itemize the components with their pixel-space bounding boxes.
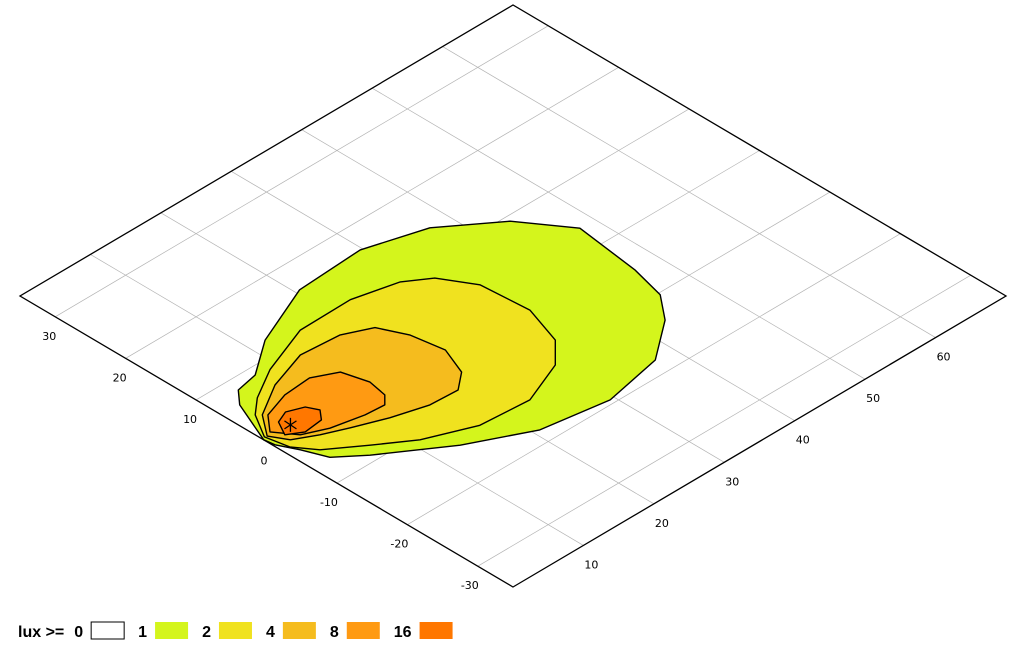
y-tick-label: -20 <box>390 538 408 551</box>
marker-stroke <box>284 420 297 430</box>
legend-swatch <box>346 622 380 639</box>
source-marker <box>284 417 297 432</box>
legend-label: 8 <box>330 624 339 641</box>
legend-swatch <box>218 622 252 639</box>
legend-swatch <box>419 622 453 639</box>
y-tick-label: 10 <box>183 413 197 426</box>
grid-line <box>55 25 549 318</box>
contour-region <box>277 406 323 436</box>
grid-line <box>477 274 971 567</box>
legend-label: 16 <box>394 624 412 641</box>
plot-border <box>18 4 1008 588</box>
y-tick-label: -30 <box>461 579 479 592</box>
x-tick-label: 10 <box>584 558 598 571</box>
y-tick-label: 0 <box>261 455 268 468</box>
x-tick-label: 50 <box>866 392 880 405</box>
legend-swatch <box>155 622 189 639</box>
x-tick-label: 40 <box>796 434 810 447</box>
legend-swatch <box>90 621 125 640</box>
y-tick-label: -10 <box>320 496 338 509</box>
legend-label: 1 <box>138 624 147 641</box>
x-tick-label: 20 <box>655 517 669 530</box>
x-tick-label: 60 <box>937 351 951 364</box>
legend-label: 2 <box>202 624 211 641</box>
y-tick-label: 20 <box>113 371 127 384</box>
legend-title: lux >= <box>18 624 64 641</box>
legend-label: 4 <box>266 624 275 641</box>
legend-label: 0 <box>74 624 83 641</box>
grid-line <box>407 233 901 525</box>
grid-line <box>125 67 619 359</box>
y-tick-label: 30 <box>42 330 56 343</box>
x-tick-label: 30 <box>725 475 739 488</box>
legend-swatch <box>282 622 316 639</box>
